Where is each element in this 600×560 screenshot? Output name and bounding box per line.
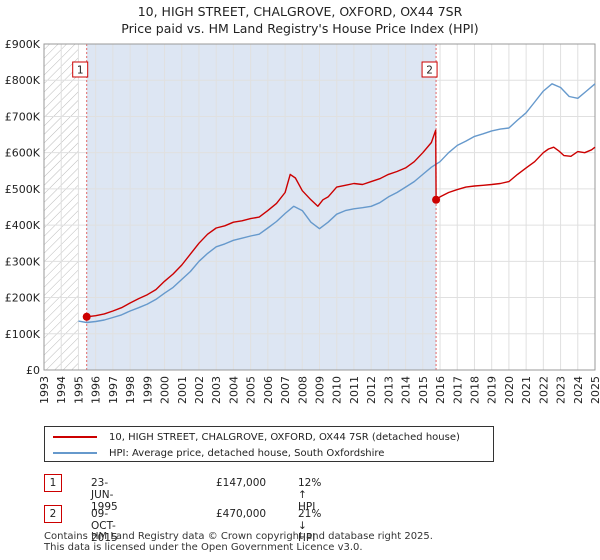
y-tick-label: £700K — [5, 110, 41, 123]
x-tick-label: 1998 — [124, 376, 137, 404]
x-tick-label: 2006 — [262, 376, 275, 404]
sale-point — [432, 195, 441, 204]
legend-label-property: 10, HIGH STREET, CHALGROVE, OXFORD, OX44… — [109, 431, 460, 443]
legend: 10, HIGH STREET, CHALGROVE, OXFORD, OX44… — [44, 426, 494, 462]
sale-point — [82, 312, 91, 321]
footer-copyright: Contains HM Land Registry data © Crown c… — [44, 531, 433, 542]
x-tick-label: 2022 — [537, 376, 550, 404]
x-tick-label: 2011 — [348, 376, 361, 404]
chart-subtitle: Price paid vs. HM Land Registry's House … — [121, 21, 479, 36]
sale-number-label: 1 — [77, 65, 84, 77]
x-tick-label: 2012 — [365, 376, 378, 404]
ownership-shading — [86, 44, 437, 370]
y-tick-label: £400K — [5, 219, 41, 232]
sale-number-box — [72, 61, 89, 78]
transaction-hpi-diff: 21% ↓ HPI — [298, 508, 322, 544]
x-tick-label: 2018 — [468, 376, 481, 404]
x-tick-label: 2016 — [434, 376, 447, 404]
x-tick-label: 2020 — [503, 376, 516, 404]
x-tick-label: 2015 — [417, 376, 430, 404]
x-tick-label: 2001 — [176, 376, 189, 404]
series-line-hpi — [78, 83, 596, 324]
x-tick-label: 2007 — [279, 376, 292, 404]
x-tick-label: 1997 — [107, 376, 120, 404]
x-tick-label: 2023 — [555, 376, 568, 404]
sale-number-box — [421, 61, 438, 78]
legend-item-property: 10, HIGH STREET, CHALGROVE, OXFORD, OX44… — [53, 429, 460, 445]
transaction-price: £147,000 — [216, 477, 267, 489]
y-tick-label: £0 — [26, 364, 40, 377]
y-tick-label: £300K — [5, 255, 41, 268]
x-tick-label: 2004 — [227, 376, 240, 404]
x-tick-label: 2021 — [520, 376, 533, 404]
y-tick-label: £500K — [5, 183, 41, 196]
x-tick-label: 2010 — [331, 376, 344, 404]
x-tick-label: 1994 — [55, 376, 68, 404]
transaction-marker: 2 — [44, 505, 62, 523]
footer-licence: This data is licensed under the Open Gov… — [44, 542, 363, 553]
x-tick-label: 2013 — [382, 376, 395, 404]
chart-title: 10, HIGH STREET, CHALGROVE, OXFORD, OX44… — [137, 4, 463, 19]
x-tick-label: 1995 — [72, 376, 85, 404]
x-tick-label: 2019 — [486, 376, 499, 404]
x-tick-label: 1993 — [38, 376, 51, 404]
legend-swatch-hpi — [53, 452, 97, 454]
y-tick-label: £600K — [5, 147, 41, 160]
x-tick-label: 2003 — [210, 376, 223, 404]
legend-label-hpi: HPI: Average price, detached house, Sout… — [109, 447, 385, 459]
transaction-price: £470,000 — [216, 508, 267, 520]
series-line-property — [86, 129, 596, 318]
transaction-hpi-diff: 12% ↑ HPI — [298, 477, 322, 513]
x-tick-label: 2025 — [589, 376, 600, 404]
plot-frame — [43, 43, 596, 371]
y-tick-label: £800K — [5, 74, 41, 87]
sale-number-label: 2 — [426, 65, 433, 77]
y-tick-label: £100K — [5, 328, 41, 341]
legend-item-hpi: HPI: Average price, detached house, Sout… — [53, 445, 384, 461]
x-tick-label: 2002 — [193, 376, 206, 404]
legend-swatch-property — [53, 436, 97, 438]
x-tick-label: 2008 — [296, 376, 309, 404]
price-chart: £0 £100K £200K £300K £400K £500K £600K £700K £80… — [5, 38, 600, 404]
transaction-marker: 1 — [44, 474, 62, 492]
y-tick-label: £200K — [5, 292, 41, 305]
x-tick-label: 2000 — [159, 376, 172, 404]
x-tick-label: 2017 — [451, 376, 464, 404]
y-tick-label: £900K — [5, 38, 41, 51]
x-tick-label: 2024 — [572, 376, 585, 404]
x-tick-label: 2005 — [245, 376, 258, 404]
x-tick-label: 2009 — [314, 376, 327, 404]
x-tick-label: 2014 — [400, 376, 413, 404]
transaction-date: 09-OCT-2015 — [91, 508, 118, 544]
x-tick-label: 1999 — [141, 376, 154, 404]
x-tick-label: 1996 — [90, 376, 103, 404]
transaction-date: 23-JUN-1995 — [91, 477, 118, 513]
